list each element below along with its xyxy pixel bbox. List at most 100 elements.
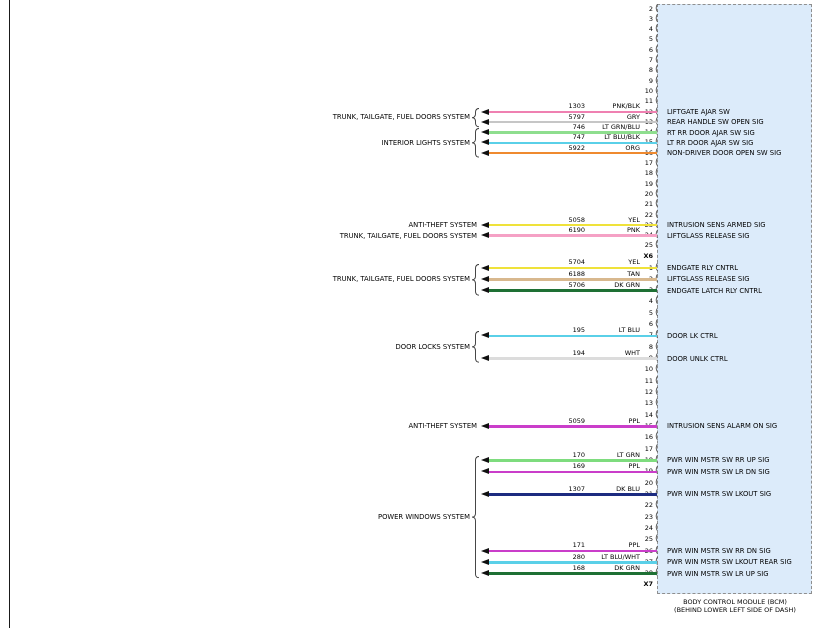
wire-arrow-icon [481, 468, 489, 475]
wire-circuit-number: 5706 [568, 281, 585, 290]
wire-arrow-icon [481, 422, 489, 429]
system-label: POWER WINDOWS SYSTEM [377, 513, 470, 522]
pin-number: 10 [644, 365, 653, 374]
pin-number: 19 [644, 179, 653, 188]
pin-cavity-icon: ( [655, 477, 659, 488]
pin-signal-label: PWR WIN MSTR SW LKOUT SIG [667, 490, 772, 499]
system-brace [471, 331, 480, 363]
pin-number: 20 [644, 189, 653, 198]
wire-arrow-icon [481, 287, 489, 294]
wire-line [489, 289, 657, 292]
pin-cavity-icon: ( [655, 534, 659, 545]
system-brace [471, 263, 480, 296]
wire-color-code: YEL [628, 258, 640, 267]
wire-arrow-icon [481, 490, 489, 497]
pin-signal-label: LIFTGLASS RELEASE SIG [667, 275, 750, 284]
wire-line [489, 334, 657, 338]
wire-color-code: WHT [624, 348, 640, 357]
wire-color-code: TAN [627, 269, 640, 278]
pin-signal-label: LT RR DOOR AJAR SW SIG [667, 138, 754, 147]
pin-number: 14 [644, 410, 653, 419]
pin-number: 10 [644, 86, 653, 95]
wire-circuit-number: 5797 [568, 112, 585, 121]
wire-circuit-number: 1307 [568, 484, 585, 493]
pin-cavity-icon: ( [655, 522, 659, 533]
wire-color-code: GRY [626, 112, 640, 121]
pin-cavity-icon: ( [655, 387, 659, 398]
wire-line [489, 459, 657, 462]
wire-circuit-number: 1303 [568, 102, 585, 111]
wire-line [489, 266, 657, 270]
pin-cavity-icon: ( [655, 296, 659, 307]
wire-arrow-icon [481, 221, 489, 228]
wire-line [489, 141, 657, 145]
system-label: ANTI-THEFT SYSTEM [408, 221, 477, 230]
wire-color-code: PPL [628, 541, 640, 550]
wire-color-code: LT GRN/BLU [602, 123, 640, 131]
wire-arrow-icon [481, 139, 489, 146]
pin-signal-label: INTRUSION SENS ALARM ON SIG [667, 422, 778, 431]
pin-number: 25 [644, 535, 653, 544]
pin-cavity-icon: ( [655, 85, 659, 96]
bcm-module-box [657, 4, 812, 594]
pin-cavity-icon: ( [655, 409, 659, 420]
wire-arrow-icon [481, 129, 489, 136]
wire-circuit-number: 6190 [568, 226, 585, 234]
pin-signal-label: LIFTGLASS RELEASE SIG [667, 231, 750, 240]
pin-number: 17 [644, 159, 653, 167]
wire-line [489, 121, 657, 124]
pin-number: 11 [644, 376, 653, 385]
wire-line [489, 549, 657, 553]
pin-cavity-icon: ( [655, 44, 659, 55]
pin-number: 5 [648, 35, 653, 44]
pin-signal-label: DOOR LK CTRL [667, 331, 718, 340]
pin-cavity-icon: ( [655, 13, 659, 24]
wire-circuit-number: 5058 [568, 215, 585, 224]
wire-circuit-number: 5704 [568, 258, 585, 267]
wire-line [489, 470, 657, 473]
wire-circuit-number: 195 [572, 326, 585, 335]
wire-color-code: LT BLU [618, 326, 640, 335]
wire-arrow-icon [481, 547, 489, 554]
pin-number: 20 [644, 478, 653, 487]
wire-arrow-icon [481, 118, 489, 125]
pin-cavity-icon: ( [655, 511, 659, 522]
pin-cavity-icon: ( [655, 209, 659, 220]
wire-color-code: ORG [625, 143, 640, 152]
system-brace [471, 107, 480, 127]
pin-cavity-icon: ( [655, 240, 659, 251]
pin-cavity-icon: ( [655, 178, 659, 189]
pin-signal-label: NON-DRIVER DOOR OPEN SW SIG [667, 149, 782, 158]
pin-cavity-icon: ( [655, 55, 659, 65]
wire-color-code: PNK/BLK [612, 102, 640, 111]
page-left-border [9, 0, 10, 628]
wire-arrow-icon [481, 264, 489, 271]
wire-color-code: YEL [628, 215, 640, 224]
wire-arrow-icon [481, 149, 489, 156]
pin-signal-label: PWR WIN MSTR SW RR DN SIG [667, 547, 771, 555]
wire-arrow-icon [481, 332, 489, 339]
pin-cavity-icon: ( [655, 375, 659, 386]
wire-color-code: PNK [626, 226, 640, 234]
pin-signal-label: ENDGATE RLY CNTRL [667, 264, 739, 272]
wire-circuit-number: 169 [572, 462, 585, 471]
pin-number: 6 [648, 320, 653, 329]
wire-circuit-number: 168 [572, 564, 585, 573]
wire-circuit-number: 5059 [568, 416, 585, 425]
pin-cavity-icon: ( [655, 188, 659, 199]
pin-cavity-icon: ( [655, 307, 659, 318]
pin-number: 8 [648, 66, 653, 75]
wire-color-code: PPL [628, 462, 640, 471]
wire-color-code: DK GRN [614, 281, 640, 290]
pin-number: 6 [648, 45, 653, 54]
wire-line [489, 278, 657, 281]
pin-cavity-icon: ( [655, 3, 659, 14]
pin-cavity-icon: ( [655, 65, 659, 76]
pin-signal-label: ENDGATE LATCH RLY CNTRL [667, 286, 762, 295]
connector-label: X6 [643, 251, 653, 260]
pin-signal-label: PWR WIN MSTR SW RR UP SIG [667, 456, 770, 465]
wire-color-code: LT GRN [616, 450, 640, 459]
pin-cavity-icon: ( [655, 443, 659, 454]
wire-line [489, 561, 657, 564]
